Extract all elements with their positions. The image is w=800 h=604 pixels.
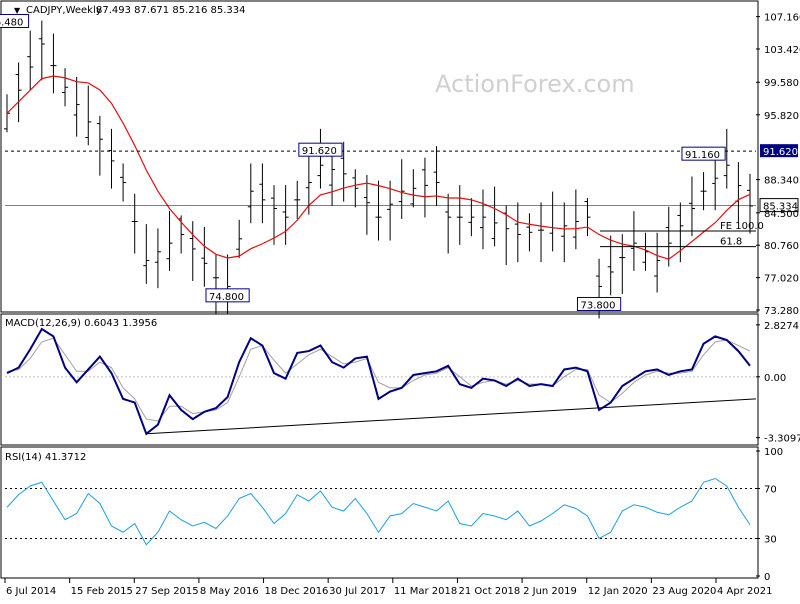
x-axis-label: 18 Dec 2016 [265,586,329,597]
current-price-label: 85.334 [763,202,798,213]
price-annotation-box [0,13,30,28]
rsi-panel-title: RSI(14) 41.3712 [5,452,86,463]
x-axis-label: 21 Oct 2018 [458,586,520,597]
x-axis-label: 15 Feb 2015 [71,586,133,597]
price-annotation-label: 73.800 [580,300,615,311]
price-annotation-box [681,146,726,161]
price-axis-label: 107.160 [764,13,800,24]
price-axis-label: 84.500 [764,209,799,220]
rsi-axis-label: 70 [764,485,777,496]
price-axis-label: 77.020 [764,274,799,285]
price-axis-label: 95.820 [764,111,799,122]
x-axis-label: 2 Jun 2019 [523,586,577,597]
price-annotation-label: 91.160 [685,150,720,161]
current-price-badge [759,198,799,213]
price-annotation-label: 74.800 [209,292,244,303]
fib-level-label: 61.8 [720,237,742,248]
price-panel-title: CADJPY,Weekly [26,5,102,16]
x-axis-label: 27 Sep 2015 [135,586,198,597]
price-axis-label: 88.340 [764,176,799,187]
x-axis-label: 12 Jan 2020 [588,586,648,597]
moving-average-line [6,75,751,260]
x-axis-label: 6 Jul 2014 [6,586,56,597]
rsi-axis-label: 100 [764,447,783,458]
x-axis-label: 23 Aug 2020 [652,586,716,597]
watermark: ActionForex.com [435,70,635,98]
x-axis-label: 8 May 2016 [200,586,259,597]
ohlc-readout: 87.493 87.671 85.216 85.334 [96,5,246,16]
resistance-level-badge [760,144,798,158]
macd-signal-line [6,337,751,422]
rsi-panel [0,446,759,579]
price-annotation-label: 06.480 [0,17,23,28]
price-axis-label: 80.760 [764,241,799,252]
price-annotation-box [576,296,622,311]
x-axis-label: 11 Mar 2018 [394,586,457,597]
macd-trendline [146,398,757,435]
macd-axis-label: -3.3097 [764,434,800,445]
price-annotation-box [298,142,343,157]
macd-axis-label: 2.8274 [764,321,799,332]
rsi-axis-label: 30 [764,535,777,546]
price-annotation-label: 91.620 [302,146,337,157]
x-axis-label: 4 Apr 2021 [717,586,772,597]
rsi-axis-label: 0 [764,572,770,583]
collapse-toggle-icon[interactable]: ▼ [14,6,21,15]
price-panel [0,0,759,313]
price-annotation-box [205,288,250,303]
macd-panel-title: MACD(12,26,9) 0.6043 1.3956 [5,318,157,329]
x-axis-label: 30 Jul 2017 [329,586,386,597]
resistance-level-label: 91.620 [763,147,798,158]
price-axis-label: 73.280 [764,306,799,317]
fib-level-label: FE 100.0 [720,221,764,232]
rsi-line [6,477,751,546]
price-axis-label: 103.420 [764,45,800,56]
price-axis-label: 99.580 [764,78,799,89]
macd-line [6,327,751,436]
macd-axis-label: 0.00 [764,373,786,384]
